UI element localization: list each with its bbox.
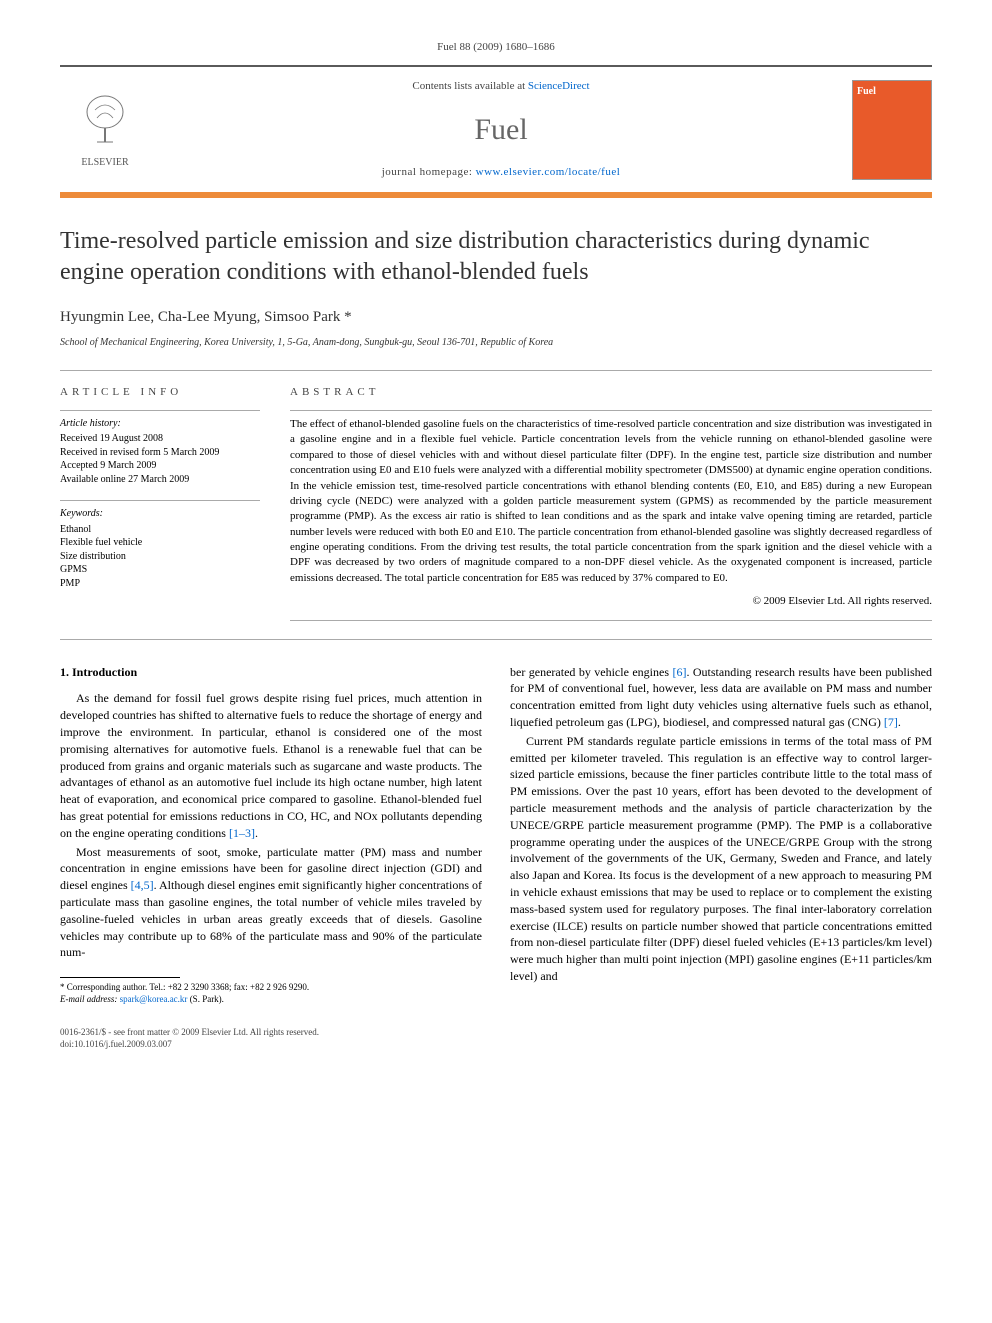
sciencedirect-link[interactable]: ScienceDirect [528,80,590,92]
meta-divider-1 [60,410,260,411]
meta-abstract-row: ARTICLE INFO Article history: Received 1… [60,385,932,621]
divider-pre-body [60,639,932,640]
footer-left: 0016-2361/$ - see front matter © 2009 El… [60,1026,319,1051]
abstract-divider-top [290,410,932,411]
para-text-end: . [255,826,258,840]
publisher-logo-block: ELSEVIER [60,90,150,170]
history-block: Article history: Received 19 August 2008… [60,417,260,487]
affiliation: School of Mechanical Engineering, Korea … [60,336,932,350]
history-accepted: Accepted 9 March 2009 [60,459,260,473]
front-matter-line: 0016-2361/$ - see front matter © 2009 El… [60,1026,319,1039]
email-suffix: (S. Park). [187,994,224,1004]
author-list: Hyungmin Lee, Cha-Lee Myung, Simsoo Park… [60,307,932,328]
ref-link[interactable]: [4,5] [131,878,154,892]
abstract-label: ABSTRACT [290,385,932,400]
contents-prefix: Contents lists available at [412,80,527,92]
body-col-right: ber generated by vehicle engines [6]. Ou… [510,664,932,1006]
ref-link[interactable]: [7] [884,715,898,729]
para-text: ber generated by vehicle engines [510,665,672,679]
email-label: E-mail address: [60,994,120,1004]
journal-banner: ELSEVIER Contents lists available at Sci… [60,65,932,198]
doi-line: doi:10.1016/j.fuel.2009.03.007 [60,1038,319,1051]
banner-center: Contents lists available at ScienceDirec… [150,79,852,180]
corresponding-author-note: * Corresponding author. Tel.: +82 2 3290… [60,982,482,994]
contents-available-line: Contents lists available at ScienceDirec… [150,79,852,94]
cover-label: Fuel [857,85,876,99]
history-title: Article history: [60,417,260,431]
body-columns: 1. Introduction As the demand for fossil… [60,664,932,1006]
keywords-block: Keywords: Ethanol Flexible fuel vehicle … [60,507,260,590]
body-col-left: 1. Introduction As the demand for fossil… [60,664,482,1006]
journal-cover-thumb: Fuel [852,80,932,180]
ref-link[interactable]: [1–3] [229,826,255,840]
publisher-name: ELSEVIER [60,156,150,170]
para-text-end: . [898,715,901,729]
divider-top [60,370,932,371]
history-revised: Received in revised form 5 March 2009 [60,446,260,460]
meta-divider-2 [60,500,260,501]
keyword-item: Flexible fuel vehicle [60,536,260,550]
keywords-title: Keywords: [60,507,260,521]
footer-row: 0016-2361/$ - see front matter © 2009 El… [60,1026,932,1051]
journal-name: Fuel [150,109,852,151]
homepage-prefix: journal homepage: [382,166,476,178]
article-info-col: ARTICLE INFO Article history: Received 1… [60,385,260,621]
journal-homepage-line: journal homepage: www.elsevier.com/locat… [150,165,852,180]
footnote-separator [60,977,180,978]
intro-heading: 1. Introduction [60,664,482,681]
elsevier-tree-icon [60,90,150,156]
email-link[interactable]: spark@korea.ac.kr [120,994,188,1004]
article-title: Time-resolved particle emission and size… [60,226,932,288]
keyword-item: Ethanol [60,523,260,537]
keyword-item: PMP [60,577,260,591]
abstract-text: The effect of ethanol-blended gasoline f… [290,417,932,586]
running-header: Fuel 88 (2009) 1680–1686 [60,40,932,55]
ref-link[interactable]: [6] [672,665,686,679]
keyword-item: Size distribution [60,550,260,564]
keyword-item: GPMS [60,563,260,577]
history-online: Available online 27 March 2009 [60,473,260,487]
history-received: Received 19 August 2008 [60,432,260,446]
journal-homepage-link[interactable]: www.elsevier.com/locate/fuel [476,166,621,178]
copyright-line: © 2009 Elsevier Ltd. All rights reserved… [290,594,932,609]
para-text: As the demand for fossil fuel grows desp… [60,691,482,839]
page-container: Fuel 88 (2009) 1680–1686 ELSEVIER Conten… [0,0,992,1091]
email-note: E-mail address: spark@korea.ac.kr (S. Pa… [60,994,482,1006]
intro-para-3: Current PM standards regulate particle e… [510,733,932,985]
intro-para-2-cont: ber generated by vehicle engines [6]. Ou… [510,664,932,731]
abstract-divider-bottom [290,620,932,621]
article-info-label: ARTICLE INFO [60,385,260,400]
intro-para-2: Most measurements of soot, smoke, partic… [60,844,482,962]
intro-para-1: As the demand for fossil fuel grows desp… [60,690,482,841]
abstract-col: ABSTRACT The effect of ethanol-blended g… [290,385,932,621]
